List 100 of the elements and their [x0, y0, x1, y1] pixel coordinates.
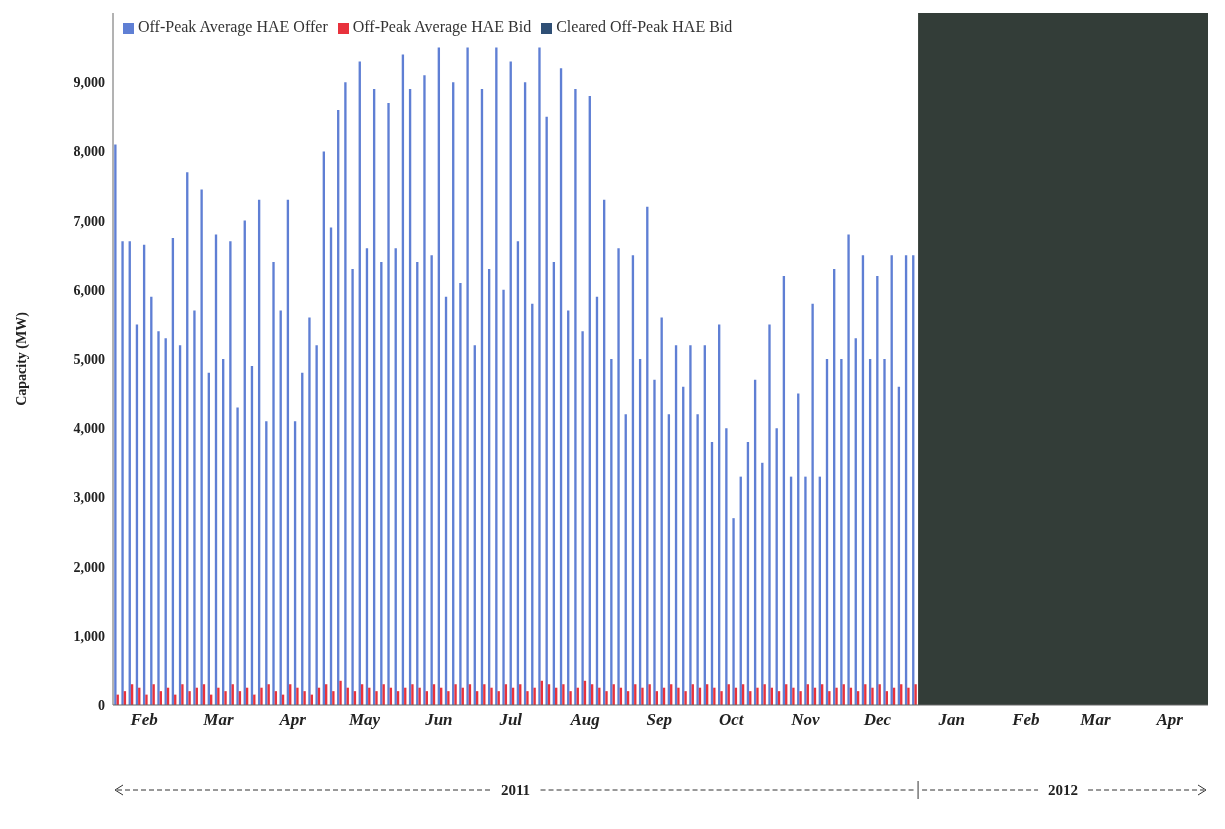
bar [418, 687, 421, 705]
x-tick-label: Mar [202, 710, 234, 730]
x-tick-label: Aug [569, 710, 601, 730]
bar [145, 694, 148, 705]
x-tick-label: Mar [1079, 710, 1111, 730]
bar [308, 317, 311, 705]
bar [768, 324, 771, 705]
bar [114, 144, 117, 705]
x-tick-label: Feb [129, 710, 158, 730]
bar [200, 189, 203, 705]
y-tick-label: 6,000 [73, 282, 105, 298]
bar [224, 691, 227, 705]
bar [526, 691, 529, 705]
bar [466, 47, 469, 705]
bar [157, 331, 160, 705]
bar [763, 684, 766, 705]
bar [598, 687, 601, 705]
bar [696, 414, 699, 705]
bar [502, 289, 505, 705]
x-tick-label: May [348, 710, 381, 730]
legend-label: Off-Peak Average HAE Offer [138, 18, 328, 35]
bar [229, 241, 232, 705]
bar [490, 687, 493, 705]
bar [605, 691, 608, 705]
bar [677, 687, 680, 705]
bar [375, 691, 378, 705]
bar [878, 684, 881, 705]
x-tick-label: Sep [646, 710, 673, 730]
bar [351, 269, 354, 705]
bar [236, 407, 239, 705]
bar [296, 687, 299, 705]
bar [267, 684, 270, 705]
bar [181, 684, 184, 705]
bar [423, 75, 426, 705]
y-tick-label: 9,000 [73, 75, 105, 91]
y-tick-label: 1,000 [73, 628, 105, 644]
bar [260, 687, 263, 705]
y-tick-label: 7,000 [73, 213, 105, 229]
x-tick-label: Nov [790, 710, 821, 730]
legend-label: Off-Peak Average HAE Bid [352, 18, 532, 35]
text: 2011 [500, 782, 531, 798]
bar [847, 234, 850, 705]
bar [914, 684, 917, 705]
bar [339, 680, 342, 705]
bar [835, 687, 838, 705]
bar [684, 691, 687, 705]
x-tick-label: Feb [1011, 710, 1040, 730]
bar [756, 687, 759, 705]
y-tick-label: 4,000 [73, 421, 105, 437]
bar [883, 359, 886, 705]
bar [641, 687, 644, 705]
bar [303, 691, 306, 705]
bar [653, 379, 656, 705]
x-tick-label: Apr [278, 710, 307, 730]
y-tick-label: 2,000 [73, 559, 105, 575]
bar [811, 303, 814, 705]
bar [121, 241, 124, 705]
bar [581, 331, 584, 705]
y-axis-title: Capacity (MW) [13, 311, 30, 406]
x-tick-label: Jun [424, 710, 453, 730]
x-tick-label: Dec [862, 710, 892, 730]
bar [459, 282, 462, 705]
bar [713, 687, 716, 705]
y-tick-label: 8,000 [73, 144, 105, 160]
bar [447, 691, 450, 705]
bar [430, 255, 433, 705]
bar [495, 47, 498, 705]
bar [689, 345, 692, 705]
bar [533, 687, 536, 705]
bar [538, 47, 541, 705]
y-tick-label: 0 [98, 697, 105, 713]
x-tick-label: Jan [937, 710, 965, 730]
bar [217, 687, 220, 705]
y-tick-label: 5,000 [73, 351, 105, 367]
bar [188, 691, 191, 705]
bar [792, 687, 795, 705]
x-tick-label: Apr [1155, 710, 1184, 730]
bar [828, 691, 831, 705]
y-tick-label: 3,000 [73, 490, 105, 506]
bar [411, 684, 414, 705]
bar [617, 248, 620, 705]
text: 2012 [1048, 782, 1079, 798]
legend-label: Cleared Off-Peak HAE Bid [556, 18, 733, 35]
bar [574, 89, 577, 705]
bar [725, 428, 728, 705]
bar [562, 684, 565, 705]
x-tick-label: Oct [718, 710, 745, 730]
bar [344, 82, 347, 705]
bar [193, 310, 196, 705]
bar [545, 116, 548, 705]
bar [387, 102, 390, 705]
bar [840, 359, 843, 705]
bar [907, 687, 910, 705]
bar [454, 684, 457, 705]
bar [871, 687, 874, 705]
bar [648, 684, 651, 705]
bar [732, 518, 735, 705]
bar [720, 691, 723, 705]
bar [610, 359, 613, 705]
bar [332, 691, 335, 705]
